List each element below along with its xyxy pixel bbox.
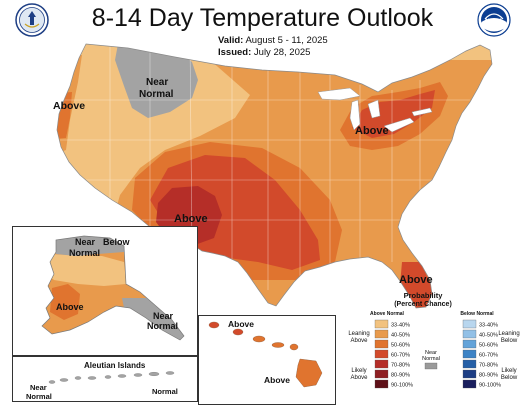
legend-above-swatch-3 xyxy=(374,349,389,359)
noaa-logo-text: NOAA xyxy=(485,19,503,25)
legend-below-swatch-1 xyxy=(462,329,477,339)
legend-above-swatch-0 xyxy=(374,319,389,329)
label-above-great-lakes: Above xyxy=(355,125,389,137)
legend-likely-above-2: Above xyxy=(350,375,368,381)
legend-below-header: Below Normal xyxy=(460,311,494,317)
issued-line: Issued: July 28, 2025 xyxy=(218,47,328,59)
great-lakes-water xyxy=(317,87,433,133)
legend-above-header: Above Normal xyxy=(370,311,405,317)
legend-above-swatch-label-1: 40-50% xyxy=(391,333,410,339)
aleutian-inset: Aleutian Islands Near Normal Normal xyxy=(12,356,198,402)
label-near-normal-nw-1: Near xyxy=(146,77,168,88)
label-above-west: Above xyxy=(53,100,85,112)
label-alaska-near-2: Normal xyxy=(69,248,100,258)
legend-above-swatch-label-5: 80-90% xyxy=(391,373,410,379)
conus-outline xyxy=(56,43,493,309)
legend-above-swatch-2 xyxy=(374,339,389,349)
legend-below-swatch-6 xyxy=(462,379,477,389)
label-hawaii-above-1: Above xyxy=(228,319,254,329)
legend-below-swatch-0 xyxy=(462,319,477,329)
legend-likely-below-2: Below xyxy=(501,375,518,381)
label-aleutian-normal-right: Normal xyxy=(152,387,178,396)
issued-value: July 28, 2025 xyxy=(253,47,311,58)
legend-likely-above-1: Likely xyxy=(351,368,366,374)
legend-above-swatch-6 xyxy=(374,379,389,389)
label-alaska-above: Above xyxy=(56,302,84,312)
legend-above-swatches: 33-40% 40-50% 50-60% 60-70% 70-80% 80-90% 90-1… xyxy=(374,319,413,389)
legend-below-swatch-5 xyxy=(462,369,477,379)
legend-below-swatch-3 xyxy=(462,349,477,359)
legend-above-swatch-label-4: 70-80% xyxy=(391,363,410,369)
legend-above-swatch-5 xyxy=(374,369,389,379)
date-block: Valid: August 5 - 11, 2025 Issued: July … xyxy=(218,35,328,59)
legend-near-normal-swatch xyxy=(424,362,438,370)
legend-below-swatch-2 xyxy=(462,339,477,349)
valid-line: Valid: August 5 - 11, 2025 xyxy=(218,35,328,47)
west-coast-50-60 xyxy=(57,92,72,140)
page-title: 8-14 Day Temperature Outlook xyxy=(91,4,434,32)
label-above-florida: Above xyxy=(399,274,433,286)
valid-label: Valid: xyxy=(218,35,244,46)
aleutian-islands-shapes xyxy=(48,371,175,384)
alaska-50-60 xyxy=(50,284,80,320)
alaska-inset: Near Normal Below Above Near Normal xyxy=(12,226,198,356)
legend-above-swatch-label-0: 33-40% xyxy=(391,323,410,329)
northwest-near-normal xyxy=(115,44,198,118)
legend-below-swatch-4 xyxy=(462,359,477,369)
great-lakes-60-70 xyxy=(352,90,435,138)
label-aleutian-near-2: Normal xyxy=(26,392,52,401)
aleutian-frame xyxy=(12,356,198,402)
alaska-outline xyxy=(41,235,185,341)
legend-below-swatch-label-2: 50-60% xyxy=(479,343,498,349)
legend-leaning-below-1: Leaning xyxy=(498,331,519,337)
legend-below-swatch-label-0: 33-40% xyxy=(479,323,498,329)
legend-below-swatch-label-4: 70-80% xyxy=(479,363,498,369)
legend-title-1: Probability xyxy=(404,291,444,300)
legend-above-swatch-1 xyxy=(374,329,389,339)
issued-label: Issued: xyxy=(218,47,252,58)
legend-below-swatches: 33-40% 40-50% 50-60% 60-70% 70-80% 80-90% 90-1… xyxy=(462,319,501,389)
hawaii-inset: Above Above xyxy=(198,315,336,405)
legend-near-normal-1: Near xyxy=(425,350,437,356)
state-boundaries xyxy=(60,44,470,290)
label-near-normal-nw-2: Normal xyxy=(139,89,174,100)
label-alaska-near-1: Near xyxy=(75,237,96,247)
label-alaska-below: Below xyxy=(103,237,131,247)
legend-above-swatch-4 xyxy=(374,359,389,369)
legend-below-swatch-label-6: 90-100% xyxy=(479,383,501,389)
legend-leaning-above-2: Above xyxy=(350,338,368,344)
probability-legend: Probability (Percent Chance) Above Norma… xyxy=(348,291,519,389)
legend-above-swatch-label-6: 90-100% xyxy=(391,383,413,389)
legend-leaning-below-2: Below xyxy=(501,338,518,344)
noaa-logo-icon: NOAA xyxy=(477,3,511,37)
label-above-southwest: Above xyxy=(174,213,208,225)
hawaii-frame xyxy=(198,315,336,405)
label-hawaii-above-2: Above xyxy=(264,375,290,385)
valid-value: August 5 - 11, 2025 xyxy=(245,35,328,46)
legend-below-swatch-label-3: 60-70% xyxy=(479,353,498,359)
legend-above-swatch-label-3: 60-70% xyxy=(391,353,410,359)
hawaii-islands xyxy=(208,321,323,388)
aleutian-title: Aleutian Islands xyxy=(84,361,146,370)
doc-seal-icon xyxy=(15,3,49,37)
legend-above-swatch-label-2: 50-60% xyxy=(391,343,410,349)
legend-leaning-above-1: Leaning xyxy=(348,331,369,337)
alaska-33-40 xyxy=(42,254,126,286)
label-alaska-se-near-1: Near xyxy=(153,311,174,321)
legend-near-normal-2: Normal xyxy=(422,356,440,362)
legend-likely-below-1: Likely xyxy=(501,368,516,374)
label-alaska-se-near-2: Normal xyxy=(147,321,178,331)
label-aleutian-near-1: Near xyxy=(30,383,47,392)
legend-below-swatch-label-5: 80-90% xyxy=(479,373,498,379)
legend-title-2: (Percent Chance) xyxy=(394,301,452,308)
legend-below-swatch-label-1: 40-50% xyxy=(479,333,498,339)
